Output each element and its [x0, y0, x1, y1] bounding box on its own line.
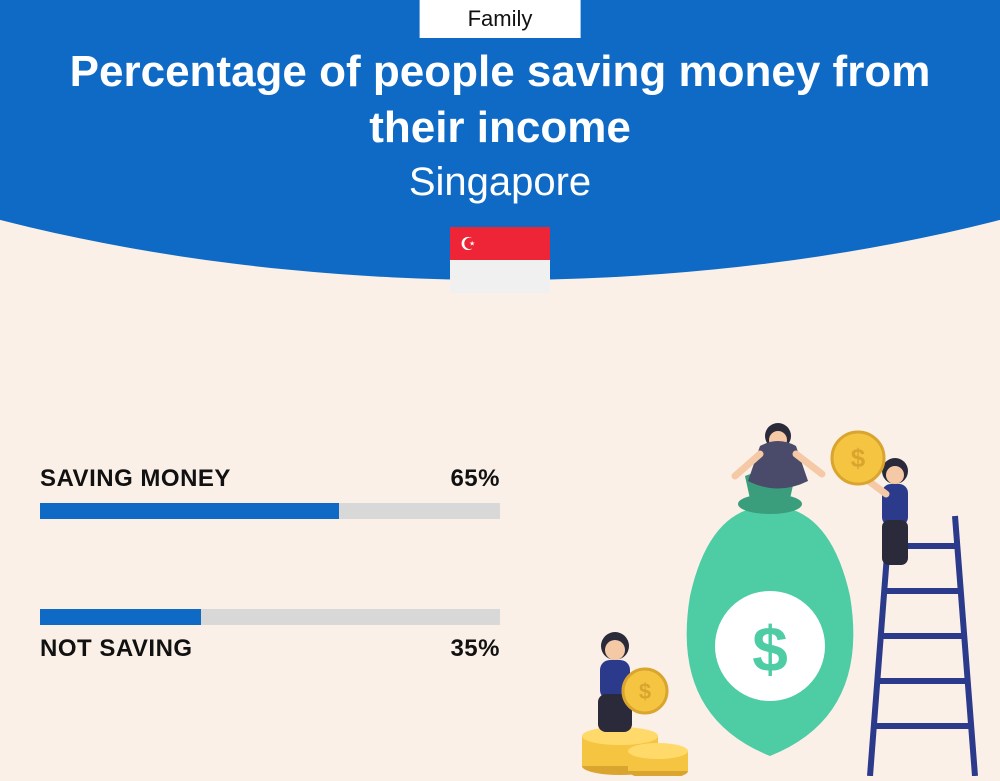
singapore-flag: ☪	[450, 227, 550, 293]
svg-text:$: $	[639, 679, 651, 704]
bar-value: 35%	[450, 635, 500, 663]
money-bag-icon: $	[687, 471, 854, 756]
svg-text:$: $	[752, 613, 788, 685]
bar-value: 65%	[450, 465, 500, 493]
main-title: Percentage of people saving money from t…	[0, 44, 1000, 157]
bars-section: SAVING MONEY 65% NOT SAVING 35%	[40, 465, 500, 663]
savings-illustration: $ $	[560, 416, 980, 776]
flag-top-stripe: ☪	[450, 227, 550, 260]
person-ladder-icon: $	[832, 432, 908, 565]
person-sitting-icon: $	[598, 632, 667, 732]
country-subtitle: Singapore	[0, 160, 1000, 205]
bar-label-row: NOT SAVING 35%	[40, 635, 500, 663]
bar-label: SAVING MONEY	[40, 465, 231, 493]
bar-saving-money: SAVING MONEY 65%	[40, 465, 500, 519]
bar-not-saving: NOT SAVING 35%	[40, 609, 500, 663]
bar-track	[40, 503, 500, 519]
flag-crescent-icon: ☪	[460, 235, 476, 253]
bar-label-row: SAVING MONEY 65%	[40, 465, 500, 493]
bar-track	[40, 609, 500, 625]
flag-bottom-stripe	[450, 260, 550, 293]
category-badge: Family	[420, 0, 581, 38]
coin-stack-icon	[582, 727, 688, 776]
bar-fill	[40, 609, 201, 625]
svg-text:$: $	[851, 443, 866, 473]
bar-label: NOT SAVING	[40, 635, 193, 663]
bar-fill	[40, 503, 339, 519]
